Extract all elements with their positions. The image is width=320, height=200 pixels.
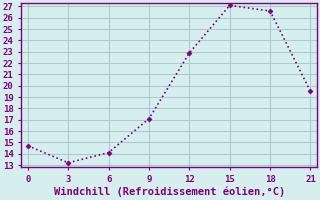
- X-axis label: Windchill (Refroidissement éolien,°C): Windchill (Refroidissement éolien,°C): [53, 187, 285, 197]
